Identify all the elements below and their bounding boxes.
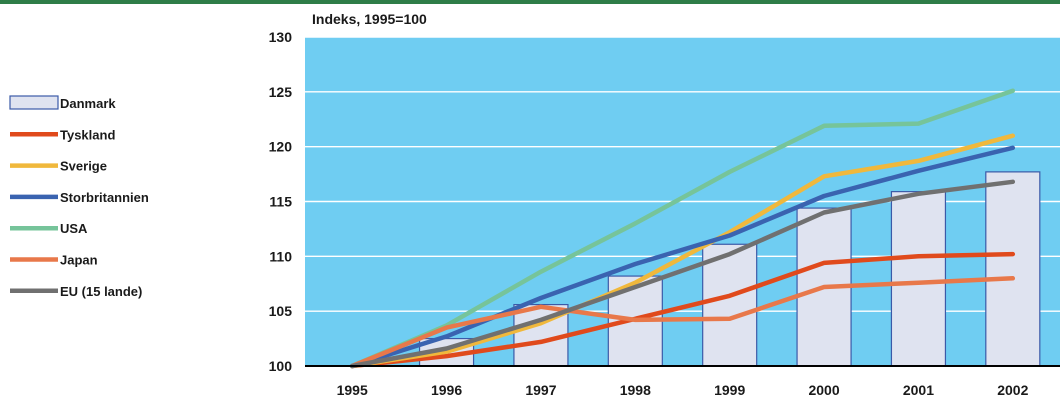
x-tick-label-1998: 1998 xyxy=(620,382,651,398)
y-tick-label-130: 130 xyxy=(269,29,293,45)
y-tick-label-125: 125 xyxy=(269,84,293,100)
y-tick-label-115: 115 xyxy=(269,194,292,210)
x-tick-label-1995: 1995 xyxy=(337,382,368,398)
x-tick-label-1996: 1996 xyxy=(431,382,462,398)
x-tick-label-1997: 1997 xyxy=(525,382,556,398)
y-tick-label-120: 120 xyxy=(269,139,293,155)
x-tick-label-2000: 2000 xyxy=(808,382,839,398)
legend-label-japan: Japan xyxy=(60,253,98,268)
y-tick-label-105: 105 xyxy=(269,303,293,319)
x-tick-label-1999: 1999 xyxy=(714,382,745,398)
series-line-japan xyxy=(349,276,1016,369)
legend-label-eu-15-lande: EU (15 lande) xyxy=(60,284,142,299)
legend-swatch-danmark xyxy=(9,95,59,110)
series-line-storbritannien xyxy=(349,145,1016,369)
series-line-sverige xyxy=(349,133,1016,369)
bar-danmark-2001 xyxy=(890,191,947,367)
legend-label-sverige: Sverige xyxy=(60,159,107,174)
y-tick-label-100: 100 xyxy=(269,358,293,374)
legend-label-storbritannien: Storbritannien xyxy=(60,190,149,205)
series-line-usa xyxy=(349,88,1016,369)
legend-label-usa: USA xyxy=(60,221,88,236)
series-line-eu-15-lande xyxy=(349,179,1016,369)
series-line-tyskland xyxy=(349,251,1016,369)
x-tick-label-2001: 2001 xyxy=(903,382,934,398)
x-tick-label-2002: 2002 xyxy=(997,382,1028,398)
top-accent-bar xyxy=(0,0,1060,4)
y-tick-label-110: 110 xyxy=(269,248,292,264)
legend-label-danmark: Danmark xyxy=(60,96,116,111)
y-axis-title: Indeks, 1995=100 xyxy=(312,11,427,27)
bar-danmark-1999 xyxy=(702,243,758,367)
legend-label-tyskland: Tyskland xyxy=(60,127,115,142)
bar-danmark-2002 xyxy=(985,171,1041,367)
